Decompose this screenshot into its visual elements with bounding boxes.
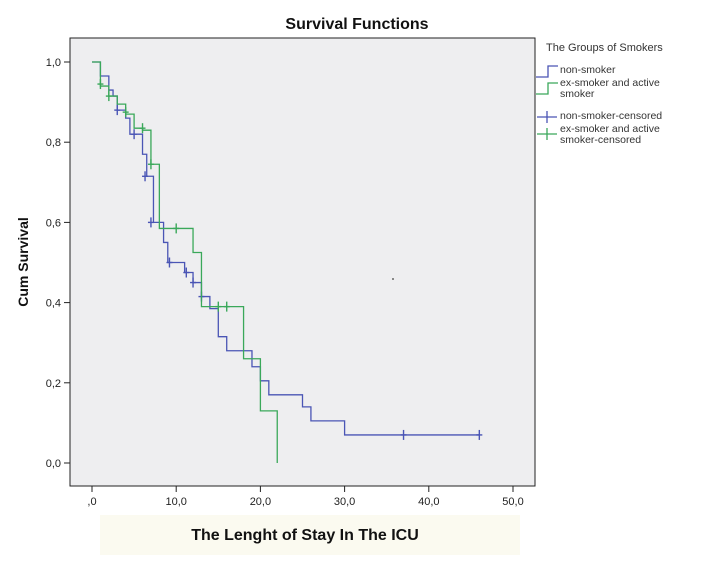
legend: The Groups of Smokers non-smokerex-smoke… [536, 42, 663, 146]
y-tick-label: 0,2 [46, 378, 61, 390]
censor-mark [166, 257, 173, 268]
censor-mark [215, 301, 222, 312]
censor-mark [139, 123, 146, 134]
legend-label: non-smoker-censored [560, 110, 662, 122]
y-tick-label: 0,0 [46, 458, 61, 470]
plot-area [69, 37, 536, 487]
censor-mark [131, 129, 138, 140]
censor-mark [147, 217, 154, 228]
legend-step-swatch [536, 65, 558, 78]
x-tick-label: 40,0 [418, 496, 439, 508]
legend-entry: non-smoker-censored [537, 110, 662, 123]
legend-label: ex-smoker and active [560, 123, 660, 135]
x-tick-label: 50,0 [502, 496, 523, 508]
y-tick-label: 0,8 [46, 137, 61, 149]
series-layer [92, 61, 483, 463]
x-tick-label: ,0 [87, 496, 96, 508]
legend-entry: non-smoker [536, 64, 616, 78]
legend-title: The Groups of Smokers [546, 42, 663, 54]
censor-mark [223, 301, 230, 312]
y-tick-label: 1,0 [46, 57, 61, 69]
legend-label: non-smoker [560, 64, 616, 76]
stray-point [392, 278, 394, 280]
x-axis-title: The Lenght of Stay In The ICU [191, 527, 419, 544]
x-axis: ,0 10,0 20,0 30,0 40,0 50,0 [87, 486, 524, 508]
censor-mark [173, 223, 180, 234]
censor-mark [400, 429, 407, 440]
censor-mark [147, 159, 154, 170]
censor-mark [476, 429, 483, 440]
censor-mark [105, 91, 112, 102]
censor-mark [122, 107, 129, 118]
legend-label: smoker [560, 88, 595, 100]
x-tick-label: 10,0 [165, 496, 186, 508]
y-tick-label: 0,6 [46, 217, 61, 229]
legend-label: smoker-censored [560, 134, 641, 146]
chart-title: Survival Functions [285, 16, 428, 33]
legend-step-swatch [536, 82, 558, 95]
censor-mark [183, 267, 190, 278]
x-tick-label: 20,0 [250, 496, 271, 508]
censor-mark [190, 277, 197, 288]
censor-mark [97, 79, 104, 90]
xlabel-backdrop [100, 515, 520, 555]
censor-mark [114, 105, 121, 116]
x-tick-label: 30,0 [334, 496, 355, 508]
y-axis-title: Cum Survival [15, 217, 31, 306]
y-tick-label: 0,4 [46, 298, 61, 310]
y-axis: 0,0 0,2 0,4 0,6 0,8 1,0 [46, 57, 70, 470]
censor-mark [142, 171, 149, 182]
legend-label: ex-smoker and active [560, 77, 660, 89]
